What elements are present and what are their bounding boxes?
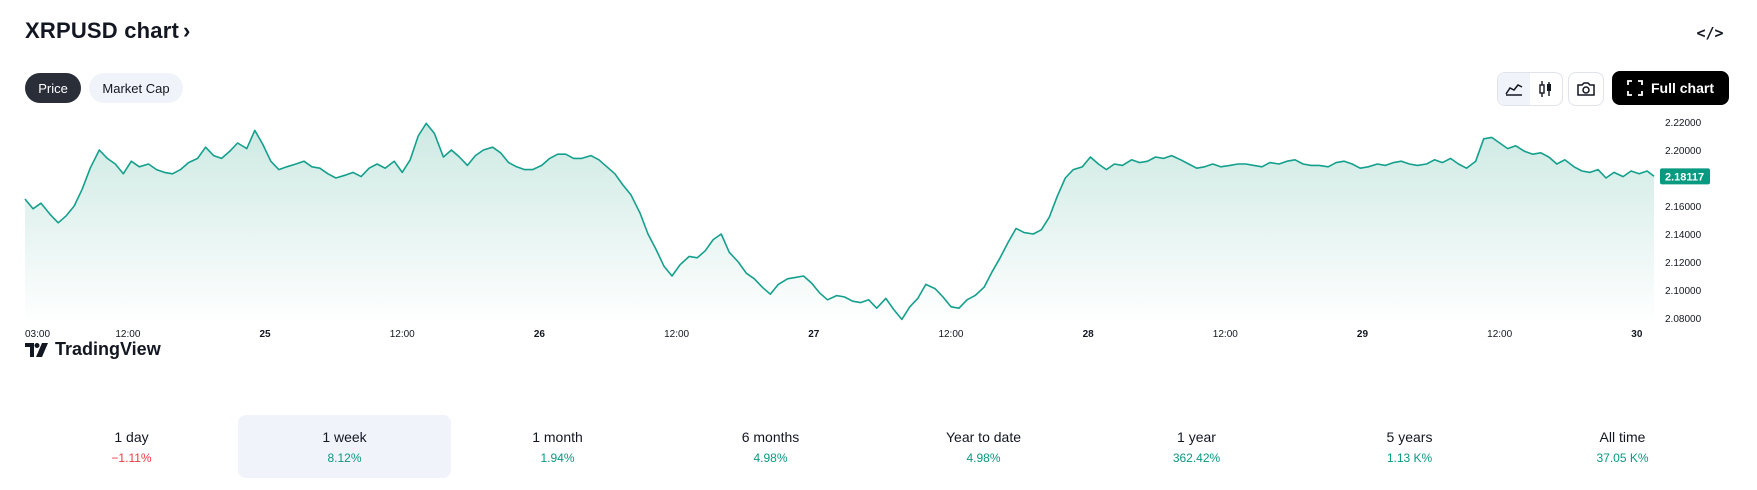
y-tick-label: 2.10000	[1665, 286, 1702, 297]
y-tick-label: 2.08000	[1665, 314, 1702, 325]
period-1-year[interactable]: 1 year 362.42%	[1090, 415, 1303, 478]
x-tick-label: 27	[808, 329, 820, 340]
tradingview-logo-icon	[25, 342, 48, 357]
period-label: 5 years	[1386, 428, 1433, 445]
camera-icon[interactable]	[1568, 72, 1604, 106]
period-label: 1 day	[114, 428, 149, 445]
period-label: 1 month	[532, 428, 583, 445]
tab-market-cap[interactable]: Market Cap	[89, 73, 183, 103]
period-change: 4.98%	[753, 450, 788, 465]
tradingview-logo: TradingView	[25, 339, 161, 360]
period-label: 6 months	[741, 428, 800, 445]
period-change: 37.05 K%	[1596, 450, 1649, 465]
y-tick-label: 2.16000	[1665, 202, 1702, 213]
y-tick-label: 2.14000	[1665, 230, 1702, 241]
price-axis: 2.220002.200002.180002.160002.140002.120…	[1665, 118, 1702, 325]
x-tick-label: 03:00	[25, 329, 50, 340]
x-tick-label: 30	[1631, 329, 1643, 340]
period-change: 1.13 K%	[1386, 450, 1433, 465]
last-price-badge: 2.18117	[1660, 168, 1710, 185]
x-tick-label: 12:00	[1487, 329, 1512, 340]
x-tick-label: 28	[1083, 329, 1095, 340]
full-chart-button[interactable]: Full chart	[1612, 71, 1729, 105]
last-price-value: 2.18117	[1665, 171, 1704, 183]
period-label: All time	[1599, 428, 1646, 445]
y-tick-label: 2.20000	[1665, 146, 1702, 157]
period-selector: 1 day −1.11% 1 week 8.12% 1 month 1.94% 6 m…	[25, 415, 1729, 478]
chart-style-switcher	[1497, 72, 1563, 106]
y-tick-label: 2.22000	[1665, 118, 1702, 129]
tradingview-logo-text: TradingView	[55, 339, 161, 359]
price-line	[24, 122, 1655, 321]
fullscreen-icon	[1627, 80, 1643, 96]
x-tick-label: 25	[260, 329, 272, 340]
period-change: 1.94%	[540, 450, 575, 465]
period-1-day[interactable]: 1 day −1.11%	[25, 415, 238, 478]
period-1-month[interactable]: 1 month 1.94%	[451, 415, 664, 478]
period-all-time[interactable]: All time 37.05 K%	[1516, 415, 1729, 478]
period-year-to-date[interactable]: Year to date 4.98%	[877, 415, 1090, 478]
time-axis: 03:00 12:00 25 12:00 26 12:00 27 12:00 28 12:00 29…	[25, 329, 1643, 340]
period-5-years[interactable]: 5 years 1.13 K%	[1303, 415, 1516, 478]
candles-icon[interactable]	[1530, 73, 1562, 105]
chevron-right-icon: ›	[183, 18, 191, 43]
period-6-months[interactable]: 6 months 4.98%	[664, 415, 877, 478]
x-tick-label: 12:00	[938, 329, 963, 340]
y-tick-label: 2.12000	[1665, 258, 1702, 269]
area-chart-icon[interactable]	[1498, 73, 1530, 105]
price-chart[interactable]: 2.220002.200002.180002.160002.140002.120…	[0, 115, 1757, 390]
x-tick-label: 12:00	[1213, 329, 1238, 340]
x-tick-label: 26	[534, 329, 546, 340]
embed-code-icon[interactable]: </>	[1696, 24, 1724, 42]
period-label: 1 week	[322, 428, 367, 445]
chart-title[interactable]: XRPUSD chart ›	[25, 18, 191, 44]
period-change: −1.11%	[111, 450, 152, 465]
period-label: 1 year	[1177, 428, 1216, 445]
period-1-week[interactable]: 1 week 8.12%	[238, 415, 451, 478]
full-chart-label: Full chart	[1650, 80, 1714, 96]
price-area-fill	[25, 123, 1654, 326]
chart-title-text: XRPUSD chart	[25, 18, 179, 43]
x-tick-label: 29	[1357, 329, 1369, 340]
period-label: Year to date	[946, 428, 1021, 445]
x-tick-label: 12:00	[115, 329, 140, 340]
period-change: 8.12%	[327, 450, 362, 465]
x-tick-label: 12:00	[390, 329, 415, 340]
period-change: 362.42%	[1172, 450, 1221, 465]
tab-price[interactable]: Price	[25, 73, 81, 103]
x-tick-label: 12:00	[664, 329, 689, 340]
period-change: 4.98%	[966, 450, 1001, 465]
